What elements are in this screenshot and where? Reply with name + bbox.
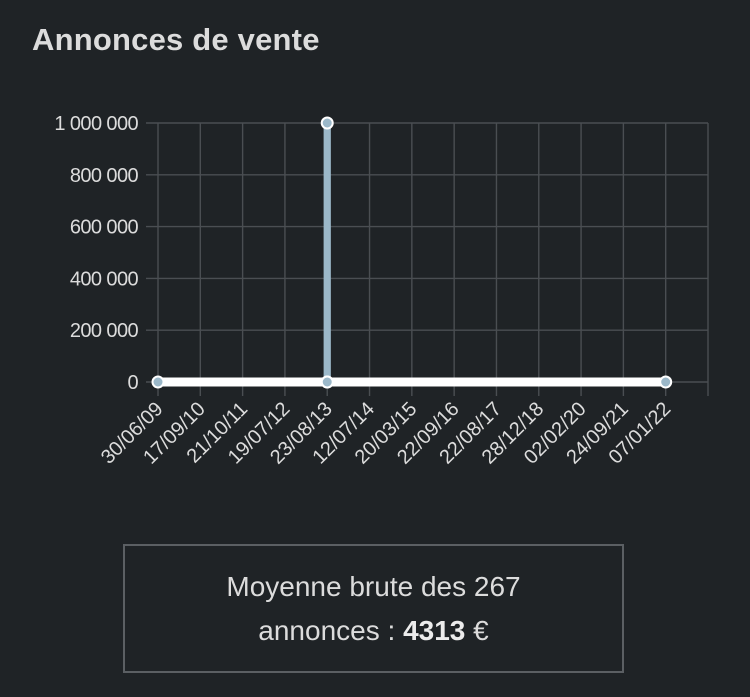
average-price-value: 4313	[403, 614, 466, 646]
y-tick-label: 800 000	[70, 165, 139, 187]
series-layer	[151, 116, 673, 389]
summary-prefix: annonces :	[258, 614, 404, 646]
y-axis-ticks: 0 200 000 400 000 600 000 800 000 1 000 000	[54, 113, 139, 394]
data-point	[659, 375, 673, 389]
y-tick-label: 1 000 000	[54, 113, 138, 135]
data-point	[320, 116, 334, 130]
average-summary-box: Moyenne brute des 267 annonces : 4313 €	[123, 544, 624, 673]
chart-title: Annonces de vente	[32, 22, 320, 57]
data-point	[320, 375, 334, 389]
summary-line-1: Moyenne brute des 267	[226, 570, 521, 602]
data-point	[151, 375, 165, 389]
y-tick-label: 400 000	[70, 268, 139, 290]
grid-lines	[146, 122, 709, 396]
line-chart: 0 200 000 400 000 600 000 800 000 1 000 000 3…	[54, 113, 709, 469]
y-tick-label: 200 000	[70, 320, 139, 342]
y-tick-label: 0	[127, 372, 138, 394]
y-tick-label: 600 000	[70, 217, 139, 239]
summary-currency: €	[465, 614, 489, 646]
summary-line-2: annonces : 4313 €	[258, 609, 488, 653]
x-axis-ticks: 30/06/0917/09/1021/10/1119/07/1223/08/13…	[97, 398, 675, 469]
